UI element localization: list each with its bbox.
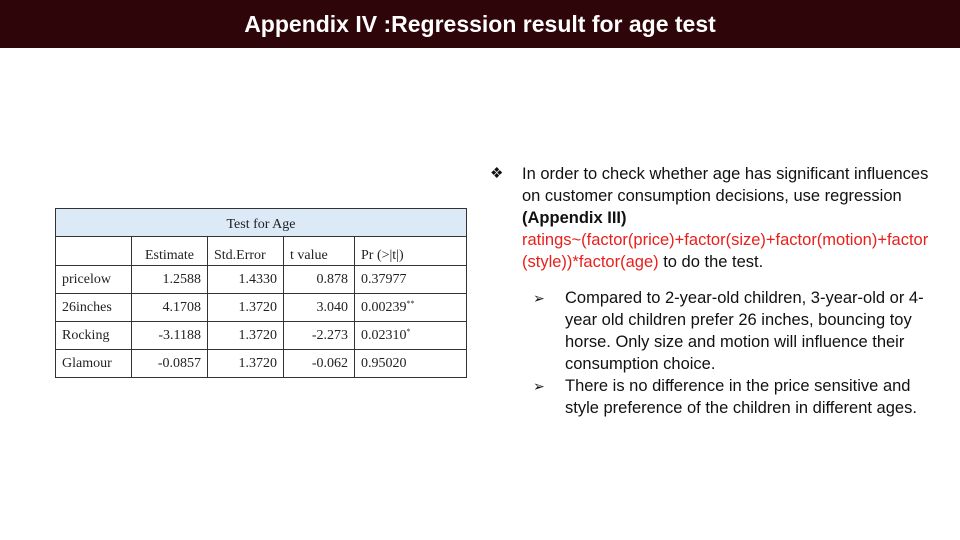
- sub-bullet: ➢ Compared to 2-year-old children, 3-yea…: [490, 287, 930, 375]
- p-value-cell: 0.02310*: [354, 321, 467, 350]
- std-error-cell: 1.3720: [207, 293, 284, 322]
- std-error-cell: 1.3720: [207, 321, 284, 350]
- header-p-value: Pr (>|t|): [354, 236, 467, 266]
- sub-bullet-text: Compared to 2-year-old children, 3-year-…: [565, 289, 924, 373]
- p-value-cell: 0.00239**: [354, 293, 467, 322]
- p-value: 0.00239: [361, 299, 407, 315]
- table-row: Rocking -3.1188 1.3720 -2.273 0.02310*: [55, 321, 467, 350]
- t-value-cell: -0.062: [283, 349, 355, 378]
- p-value-cell: 0.95020: [354, 349, 467, 378]
- bullet-list: ❖ In order to check whether age has sign…: [490, 163, 930, 419]
- sub-bullet: ➢ There is no difference in the price se…: [490, 375, 930, 419]
- regression-table: Test for Age Estimate Std.Error t value …: [55, 208, 467, 378]
- p-value-cell: 0.37977: [354, 265, 467, 294]
- estimate-cell: 1.2588: [131, 265, 208, 294]
- t-value-cell: -2.273: [283, 321, 355, 350]
- table-row: 26inches 4.1708 1.3720 3.040 0.00239**: [55, 293, 467, 322]
- main-bullet-text-end: to do the test.: [658, 253, 764, 271]
- row-name: Glamour: [55, 349, 132, 378]
- main-bullet: ❖ In order to check whether age has sign…: [490, 163, 930, 273]
- sub-bullet-list: ➢ Compared to 2-year-old children, 3-yea…: [490, 287, 930, 419]
- sub-bullet-text: There is no difference in the price sens…: [565, 377, 917, 417]
- title-bar: Appendix IV :Regression result for age t…: [0, 0, 960, 48]
- diamond-bullet-icon: ❖: [490, 165, 504, 182]
- table-caption: Test for Age: [55, 208, 467, 237]
- header-estimate: Estimate: [131, 236, 208, 266]
- p-value: 0.02310: [361, 327, 407, 343]
- row-name: 26inches: [55, 293, 132, 322]
- significance-mark: **: [406, 298, 415, 308]
- slide-title: Appendix IV :Regression result for age t…: [244, 10, 716, 37]
- estimate-cell: -3.1188: [131, 321, 208, 350]
- table-header-row: Estimate Std.Error t value Pr (>|t|): [55, 236, 467, 266]
- arrow-bullet-icon: ➢: [533, 378, 545, 394]
- row-name: Rocking: [55, 321, 132, 350]
- p-value: 0.37977: [361, 271, 407, 287]
- header-t-value: t value: [283, 236, 355, 266]
- arrow-bullet-icon: ➢: [533, 290, 545, 306]
- table-row: Glamour -0.0857 1.3720 -0.062 0.95020: [55, 349, 467, 378]
- header-cell-empty: [55, 236, 132, 266]
- p-value: 0.95020: [361, 355, 407, 371]
- t-value-cell: 3.040: [283, 293, 355, 322]
- significance-mark: *: [406, 326, 411, 336]
- main-bullet-text: In order to check whether age has signif…: [522, 165, 929, 205]
- appendix-reference: (Appendix III): [522, 209, 627, 227]
- estimate-cell: 4.1708: [131, 293, 208, 322]
- std-error-cell: 1.4330: [207, 265, 284, 294]
- t-value-cell: 0.878: [283, 265, 355, 294]
- header-std-error: Std.Error: [207, 236, 284, 266]
- row-name: pricelow: [55, 265, 132, 294]
- regression-formula: ratings~(factor(price)+factor(size)+fact…: [522, 231, 929, 271]
- estimate-cell: -0.0857: [131, 349, 208, 378]
- table-row: pricelow 1.2588 1.4330 0.878 0.37977: [55, 265, 467, 294]
- std-error-cell: 1.3720: [207, 349, 284, 378]
